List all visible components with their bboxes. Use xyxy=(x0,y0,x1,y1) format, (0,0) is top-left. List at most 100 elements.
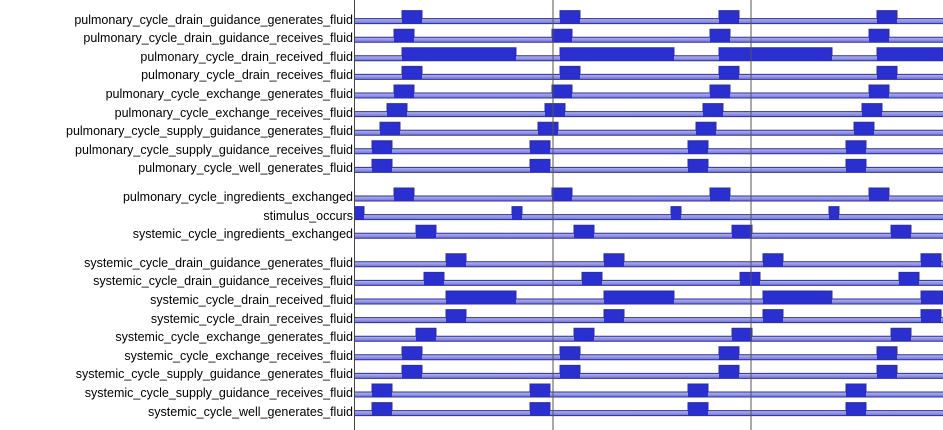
trace-low-band xyxy=(354,410,943,416)
trace-pulse xyxy=(402,47,516,61)
trace-pulse xyxy=(688,384,708,397)
signal-label[interactable]: systemic_cycle_drain_received_fluid xyxy=(150,293,353,307)
signal-trace xyxy=(354,224,943,239)
trace-low-band xyxy=(354,167,943,173)
signal-label[interactable]: pulmonary_cycle_supply_guidance_generate… xyxy=(66,124,353,139)
signal-label[interactable]: systemic_cycle_drain_guidance_receives_f… xyxy=(93,274,353,289)
trace-pulse xyxy=(538,122,558,136)
trace-outline xyxy=(354,402,943,412)
trace-pulse xyxy=(424,272,444,286)
trace-outline xyxy=(354,253,943,263)
signal-trace xyxy=(354,346,943,361)
trace-pulse xyxy=(604,253,624,267)
signal-label[interactable]: systemic_cycle_well_generates_fluid xyxy=(148,404,353,419)
trace-pulse xyxy=(891,225,911,239)
trace-pulse xyxy=(869,188,889,201)
trace-pulse xyxy=(921,291,943,304)
trace-canvas[interactable] xyxy=(354,0,943,430)
signal-trace xyxy=(354,158,943,173)
trace-pulse xyxy=(560,10,580,24)
trace-pulse xyxy=(719,66,739,80)
signal-trace xyxy=(354,47,943,62)
signal-label[interactable]: systemic_cycle_drain_receives_fluid xyxy=(150,311,353,326)
trace-pulse xyxy=(530,159,550,173)
signal-label[interactable]: pulmonary_cycle_supply_guidance_receives… xyxy=(75,142,353,157)
signal-label[interactable]: systemic_cycle_drain_guidance_generates_… xyxy=(84,255,353,270)
trace-pulse xyxy=(394,29,414,43)
trace-pulse xyxy=(552,85,572,98)
trace-pulse xyxy=(703,103,723,117)
trace-pulse xyxy=(696,122,716,136)
trace-panel[interactable] xyxy=(354,0,943,430)
trace-outline xyxy=(354,28,943,38)
trace-pulse xyxy=(552,188,572,201)
trace-low-band xyxy=(354,214,943,220)
trace-pulse xyxy=(763,291,832,304)
trace-pulse xyxy=(732,225,752,239)
trace-pulse xyxy=(380,122,400,136)
trace-pulse xyxy=(740,272,760,286)
signal-trace xyxy=(354,253,943,268)
trace-outline xyxy=(354,290,943,300)
trace-low-band xyxy=(354,74,943,80)
trace-pulse xyxy=(560,66,580,80)
signal-label[interactable]: stimulus_occurs xyxy=(263,208,353,223)
trace-outline xyxy=(354,271,943,281)
signal-label[interactable]: pulmonary_cycle_drain_receives_fluid xyxy=(141,68,353,83)
signal-label[interactable]: systemic_cycle_ingredients_exchanged xyxy=(132,227,353,242)
signal-trace xyxy=(354,309,943,324)
trace-pulse xyxy=(574,328,594,342)
signal-label[interactable]: pulmonary_cycle_exchange_generates_fluid xyxy=(105,87,353,101)
trace-pulse xyxy=(372,402,392,416)
signal-trace xyxy=(354,140,943,155)
signal-label[interactable]: systemic_cycle_supply_guidance_generates… xyxy=(75,367,353,382)
trace-outline xyxy=(354,103,943,113)
signal-label[interactable]: pulmonary_cycle_well_generates_fluid xyxy=(138,161,353,176)
trace-pulse xyxy=(877,10,897,24)
trace-low-band xyxy=(354,148,943,154)
trace-pulse xyxy=(512,206,522,220)
signal-label[interactable]: pulmonary_cycle_drain_guidance_generates… xyxy=(74,12,353,27)
signal-label[interactable]: pulmonary_cycle_ingredients_exchanged xyxy=(122,190,353,204)
trace-pulse xyxy=(719,10,739,24)
trace-outline xyxy=(354,364,943,374)
signal-label[interactable]: pulmonary_cycle_drain_received_fluid xyxy=(140,49,353,64)
signal-trace xyxy=(354,402,943,417)
trace-pulse xyxy=(372,384,392,397)
trace-pulse xyxy=(446,291,516,304)
trace-outline xyxy=(354,65,943,75)
trace-low-band xyxy=(354,130,943,136)
trace-pulse xyxy=(545,103,565,117)
trace-pulse xyxy=(530,402,550,416)
signal-label[interactable]: systemic_cycle_exchange_receives_fluid xyxy=(124,348,353,363)
trace-low-band xyxy=(354,18,943,24)
trace-pulse xyxy=(394,85,414,98)
trace-pulse xyxy=(560,365,580,379)
trace-outline xyxy=(354,140,943,150)
signal-label[interactable]: pulmonary_cycle_exchange_receives_fluid xyxy=(114,105,353,120)
trace-outline xyxy=(354,346,943,356)
trace-pulse xyxy=(394,188,414,201)
trace-pulse xyxy=(877,66,897,80)
trace-low-band xyxy=(354,37,943,43)
signal-label[interactable]: systemic_cycle_exchange_generates_fluid xyxy=(115,330,353,345)
signal-trace xyxy=(354,206,943,221)
signal-trace xyxy=(354,121,943,136)
trace-pulse xyxy=(530,384,550,397)
signal-label[interactable]: systemic_cycle_supply_guidance_receives_… xyxy=(84,386,353,400)
trace-pulse xyxy=(877,365,897,379)
trace-low-band xyxy=(354,373,943,379)
trace-pulse xyxy=(402,10,422,24)
trace-pulse xyxy=(372,159,392,173)
trace-low-band xyxy=(354,196,943,201)
trace-pulse xyxy=(921,253,941,267)
trace-pulse xyxy=(402,365,422,379)
trace-outline xyxy=(354,224,943,234)
signal-label[interactable]: pulmonary_cycle_drain_guidance_receives_… xyxy=(83,31,353,46)
trace-outline xyxy=(354,309,943,319)
signal-trace xyxy=(354,383,943,398)
trace-pulse xyxy=(846,402,866,416)
trace-pulse xyxy=(877,346,897,360)
signal-trace xyxy=(354,290,943,305)
signal-trace xyxy=(354,65,943,80)
